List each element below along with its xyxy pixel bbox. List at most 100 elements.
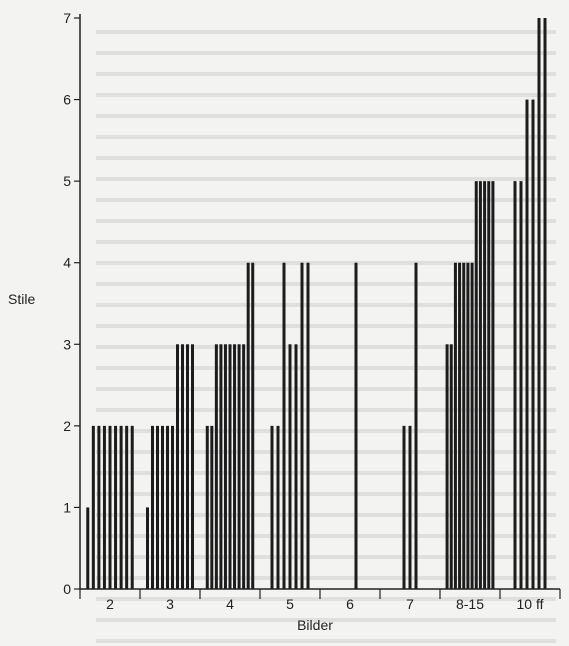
background-print-line	[96, 324, 556, 328]
x-axis-title: Bilder	[297, 617, 333, 633]
y-ticks: 0 1 2 3 4 5 6 7	[63, 10, 80, 597]
bar-mark	[288, 344, 292, 589]
background-print-line	[96, 51, 556, 55]
bar-mark	[108, 425, 112, 589]
x-tick-label: 8-15	[456, 596, 484, 612]
bar-mark	[466, 262, 470, 589]
background-print-line	[96, 429, 556, 433]
bar-mark	[161, 425, 164, 589]
bar-mark	[171, 425, 174, 589]
bar-mark	[156, 425, 159, 589]
x-tick-label: 5	[286, 596, 294, 612]
y-tick-label: 4	[63, 255, 71, 271]
bar-mark	[402, 425, 406, 589]
bar-mark	[191, 344, 194, 589]
x-tick-label: 3	[166, 596, 174, 612]
bar-mark	[543, 18, 547, 589]
background-print-line	[96, 156, 556, 160]
bar-mark	[453, 262, 457, 589]
bar-mark	[214, 344, 218, 589]
bar-mark	[537, 18, 541, 589]
background-print-line	[96, 345, 556, 349]
bar-mark	[181, 344, 184, 589]
bar-mark	[282, 262, 286, 589]
y-tick-label: 0	[63, 581, 71, 597]
x-tick-label: 10 ff	[517, 596, 544, 612]
bar-mark	[246, 262, 250, 589]
y-tick-label: 1	[63, 499, 71, 515]
bar-mark	[130, 425, 134, 589]
x-tick-label: 7	[406, 596, 414, 612]
bar-mark	[205, 425, 209, 589]
background-print-line	[96, 555, 556, 559]
bar-mark	[449, 344, 453, 589]
bar-mark	[251, 262, 255, 589]
bar-mark	[146, 507, 149, 589]
bar-mark	[210, 425, 214, 589]
bar-mark	[458, 262, 462, 589]
bar-mark	[223, 344, 227, 589]
bar-mark	[519, 181, 523, 589]
x-tick-label: 4	[226, 596, 234, 612]
bar-mark	[186, 344, 189, 589]
x-tick-label: 2	[106, 596, 114, 612]
background-print-line	[96, 408, 556, 412]
y-tick-label: 7	[63, 10, 71, 26]
background-print-texture	[96, 30, 556, 643]
bar-mark	[531, 99, 535, 590]
bar-mark	[470, 262, 474, 589]
background-print-line	[96, 618, 556, 622]
y-tick-label: 3	[63, 336, 71, 352]
bar-mark	[354, 262, 358, 589]
bar-mark	[491, 181, 495, 589]
background-print-line	[96, 114, 556, 118]
bar-mark	[237, 344, 241, 589]
x-tick-label: 6	[346, 596, 354, 612]
background-print-line	[96, 576, 556, 580]
background-print-line	[96, 303, 556, 307]
background-print-line	[96, 639, 556, 643]
bar-mark	[483, 181, 487, 589]
bar-mark	[525, 99, 529, 590]
bar-mark	[151, 425, 154, 589]
bar-mark	[166, 425, 169, 589]
bar-mark	[102, 425, 106, 589]
background-print-line	[96, 177, 556, 181]
bar-mark	[270, 425, 274, 589]
bar-mark	[306, 262, 310, 589]
bar-mark	[276, 425, 280, 589]
bar-mark	[414, 262, 418, 589]
bar-mark	[478, 181, 482, 589]
background-print-line	[96, 261, 556, 265]
y-tick-label: 5	[63, 173, 71, 189]
bar-mark	[119, 425, 123, 589]
bar-mark	[219, 344, 223, 589]
background-print-line	[96, 72, 556, 76]
background-print-line	[96, 366, 556, 370]
background-print-line	[96, 135, 556, 139]
background-print-line	[96, 219, 556, 223]
bar-mark	[233, 344, 237, 589]
background-print-line	[96, 513, 556, 517]
bar-mark	[125, 425, 129, 589]
y-axis-title: Stile	[8, 291, 35, 307]
bar-mark	[513, 181, 517, 589]
background-print-line	[96, 387, 556, 391]
y-tick-label: 2	[63, 418, 71, 434]
background-print-line	[96, 450, 556, 454]
background-print-line	[96, 471, 556, 475]
bar-mark	[408, 425, 412, 589]
background-print-line	[96, 282, 556, 286]
bar-mark	[462, 262, 466, 589]
bar-mark	[176, 344, 179, 589]
bar-mark	[242, 344, 246, 589]
bar-mark	[91, 425, 95, 589]
bar-mark	[445, 344, 449, 589]
bars-layer	[86, 18, 547, 590]
background-print-line	[96, 93, 556, 97]
bar-mark	[228, 344, 232, 589]
background-print-line	[96, 30, 556, 34]
bar-mark	[97, 425, 101, 589]
